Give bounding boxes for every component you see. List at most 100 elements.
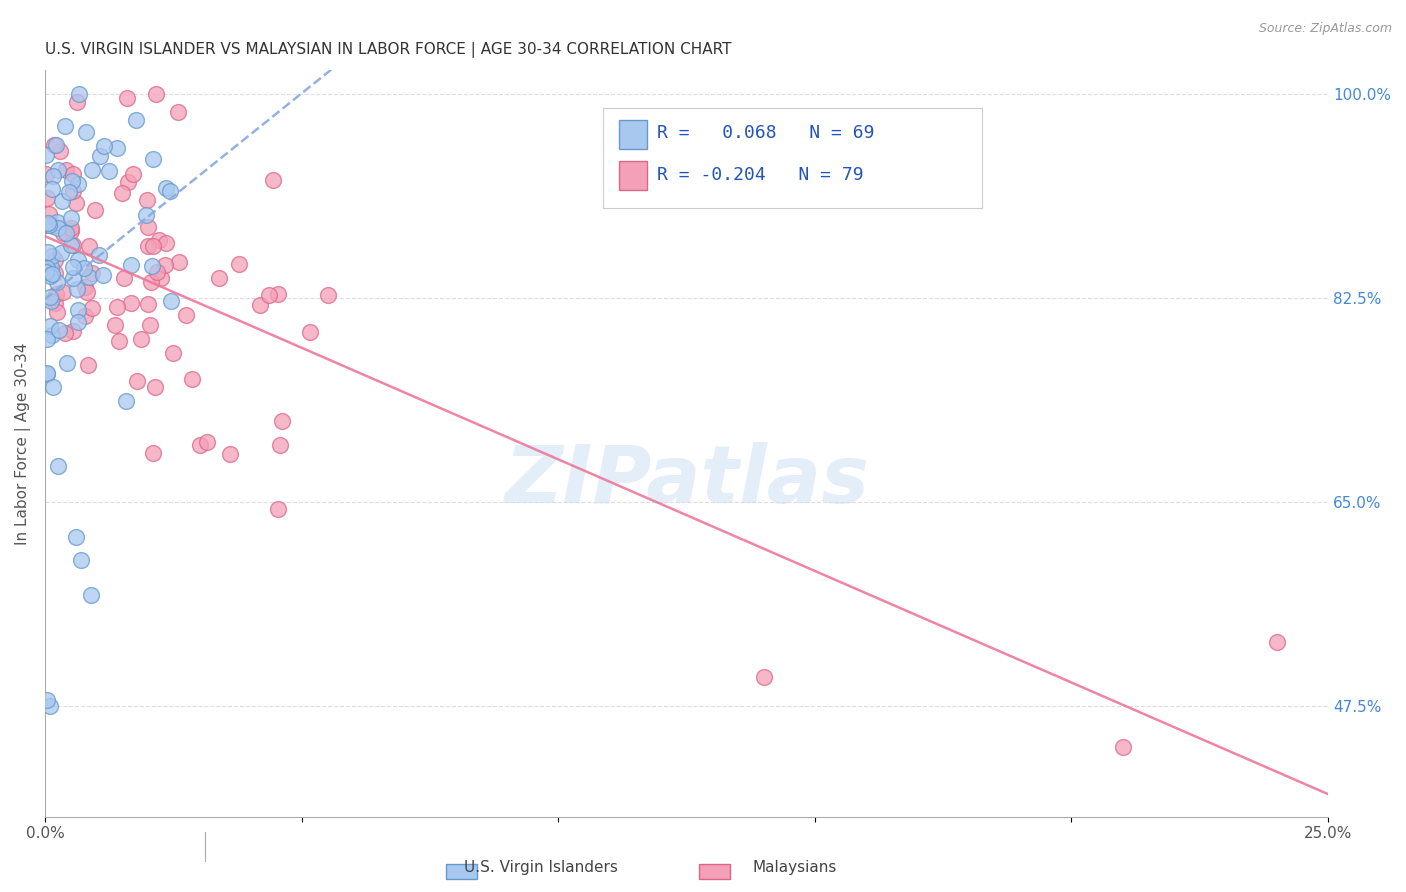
Point (80, 266, 103, 280)
Text: U.S. Virgin Islanders: U.S. Virgin Islanders (464, 861, 619, 875)
Point (155, 259, 177, 273)
Point (148, 233, 170, 247)
Point (38, 268, 60, 283)
Point (75, 125, 97, 139)
Point (46, 162, 69, 177)
Point (136, 297, 159, 311)
Point (55, 356, 77, 370)
FancyBboxPatch shape (603, 108, 981, 209)
Point (142, 152, 165, 166)
Point (181, 372, 204, 386)
Point (62, 168, 84, 182)
Point (135, 208, 157, 222)
Point (107, 334, 129, 348)
Point (41, 182, 63, 196)
Point (267, 287, 290, 301)
Point (155, 236, 177, 251)
Point (38, 218, 60, 232)
Point (166, 105, 188, 120)
Point (141, 275, 163, 289)
Point (44, 296, 66, 310)
Point (103, 318, 125, 332)
Text: Source: ZipAtlas.com: Source: ZipAtlas.com (1258, 22, 1392, 36)
Point (91, 268, 114, 282)
Text: R = -0.204   N = 79: R = -0.204 N = 79 (657, 166, 863, 184)
Point (1112, 739, 1135, 754)
Point (62, 238, 84, 252)
Point (174, 308, 197, 322)
Point (752, 670, 775, 684)
Point (65, 196, 87, 211)
Point (316, 288, 339, 302)
Point (38, 207, 60, 221)
Point (52, 227, 75, 241)
Point (87, 248, 110, 262)
Point (59, 238, 82, 252)
Point (162, 345, 184, 359)
Point (66, 282, 89, 296)
Point (42, 137, 65, 152)
Point (35, 191, 58, 205)
Point (46, 458, 69, 473)
Point (98, 164, 121, 178)
Point (115, 91, 138, 105)
Point (65, 95, 87, 109)
Point (39, 698, 62, 713)
Point (52, 285, 75, 299)
Point (37, 693, 59, 707)
Point (34, 148, 56, 162)
Text: ZIPatlas: ZIPatlas (503, 442, 869, 520)
Text: R =   0.068   N = 69: R = 0.068 N = 69 (657, 124, 875, 142)
Point (34, 219, 56, 233)
Point (76, 358, 98, 372)
Point (41, 249, 63, 263)
Point (208, 270, 231, 285)
Point (42, 379, 65, 393)
Point (60, 174, 83, 188)
Point (93, 138, 115, 153)
Point (77, 269, 100, 284)
Point (46, 214, 69, 228)
Point (136, 239, 159, 253)
Point (145, 87, 167, 101)
Point (62, 325, 84, 339)
Point (60, 224, 83, 238)
Point (257, 288, 280, 302)
Point (66, 315, 89, 329)
Point (55, 163, 77, 178)
Point (150, 271, 173, 285)
Point (67, 302, 90, 317)
Point (69, 553, 91, 567)
Point (49, 144, 72, 158)
Text: U.S. VIRGIN ISLANDER VS MALAYSIAN IN LABOR FORCE | AGE 30-34 CORRELATION CHART: U.S. VIRGIN ISLANDER VS MALAYSIAN IN LAB… (45, 42, 731, 58)
Point (141, 259, 163, 273)
Point (136, 219, 159, 234)
Point (125, 374, 148, 388)
Point (89, 149, 111, 163)
Point (46, 305, 69, 319)
FancyBboxPatch shape (619, 161, 647, 190)
Point (139, 318, 162, 332)
Point (62, 260, 84, 275)
Point (188, 438, 211, 452)
Point (48, 323, 70, 337)
Point (35, 366, 58, 380)
Point (51, 194, 73, 208)
Point (1265, 634, 1288, 648)
Point (60, 211, 83, 226)
Point (76, 285, 98, 299)
Point (58, 185, 80, 199)
Point (46, 275, 69, 289)
Point (267, 501, 290, 516)
Point (105, 141, 128, 155)
Point (35, 167, 58, 181)
Point (37, 216, 59, 230)
Point (51, 246, 73, 260)
FancyBboxPatch shape (619, 120, 647, 149)
Point (142, 446, 165, 460)
Point (155, 180, 177, 194)
Point (35, 332, 58, 346)
Point (35, 367, 58, 381)
Point (45, 138, 67, 153)
Point (65, 530, 87, 544)
